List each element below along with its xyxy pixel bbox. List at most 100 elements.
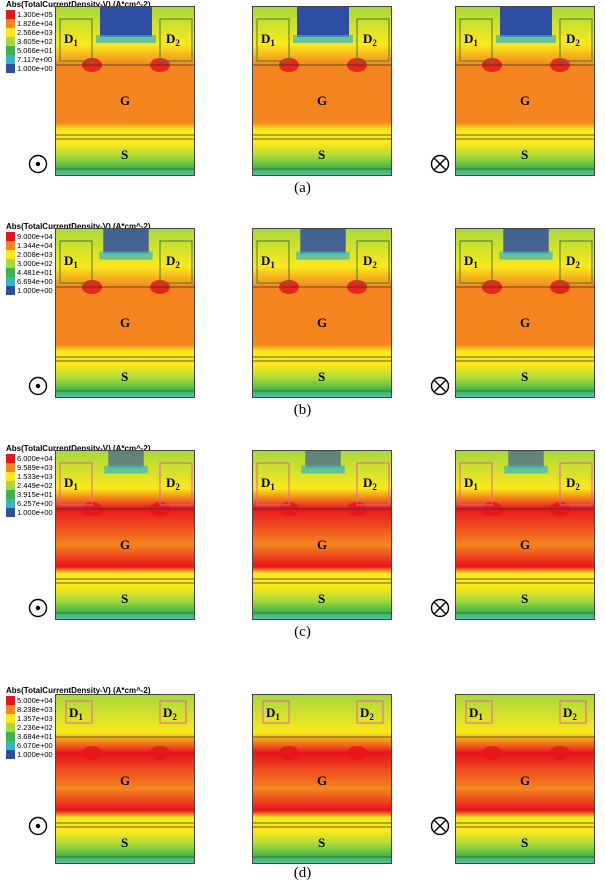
channel-region — [297, 7, 349, 37]
current-into-page-icon — [430, 816, 450, 836]
color-legend: 1.300e+05 1.826e+04 2.566e+03 3.605e+02 5.06… — [6, 10, 58, 73]
device-body — [456, 451, 594, 619]
channel-fringe — [104, 465, 148, 474]
drain-1-box — [65, 700, 93, 724]
legend-entry: 1.300e+05 — [6, 10, 58, 19]
drain-2-box — [159, 700, 187, 724]
legend-swatch — [6, 259, 15, 268]
legend-swatch — [6, 472, 15, 481]
drain-2-box — [559, 700, 587, 724]
legend-value: 4.481e+01 — [17, 268, 53, 277]
legend-swatch — [6, 714, 15, 723]
device-body — [253, 451, 391, 619]
legend-value: 1.000e+00 — [17, 64, 53, 73]
legend-swatch — [6, 241, 15, 250]
legend-entry: 3.000e+02 — [6, 259, 58, 268]
legend-entry: 1.000e+00 — [6, 750, 58, 759]
legend-swatch — [6, 55, 15, 64]
drain-1-box — [465, 700, 493, 724]
drain-1-box — [262, 700, 290, 724]
gate-label: G — [317, 315, 327, 330]
legend-value: 1.300e+05 — [17, 10, 53, 19]
legend-value: 1.000e+00 — [17, 508, 53, 517]
legend-entry: 7.117e+00 — [6, 55, 58, 64]
legend-entry: 6.694e+00 — [6, 277, 58, 286]
legend-entry: 9.000e+04 — [6, 232, 58, 241]
legend-value: 2.008e+03 — [17, 250, 53, 259]
drain-1-box — [459, 462, 493, 506]
hotspot-left — [482, 746, 502, 760]
current-density-map: D1 D2 G S — [252, 450, 392, 620]
source-label: S — [521, 147, 528, 162]
source-label: S — [521, 591, 528, 606]
channel-fringe — [496, 35, 556, 43]
legend-swatch — [6, 28, 15, 37]
panel-caption: (c) — [294, 624, 311, 640]
legend-value: 5.000e+04 — [17, 696, 53, 705]
legend-value: 6.000e+04 — [17, 454, 53, 463]
legend-swatch — [6, 741, 15, 750]
panel-caption: (b) — [293, 402, 312, 418]
legend-value: 8.238e+03 — [17, 705, 53, 714]
figure-panel-1: Abs(TotalCurrentDensity-V) (A*cm^-2) 1.30… — [0, 0, 605, 222]
drain-1-box — [256, 462, 290, 506]
hotspot-left — [279, 746, 299, 760]
hotspot-right — [150, 746, 170, 760]
legend-swatch — [6, 277, 15, 286]
source-label: S — [318, 591, 325, 606]
drain-2-box — [559, 240, 593, 284]
drain-2-box — [159, 18, 193, 62]
legend-entry: 3.915e+01 — [6, 490, 58, 499]
channel-region — [103, 229, 149, 254]
legend-swatch — [6, 46, 15, 55]
channel-fringe — [301, 465, 345, 474]
legend-swatch — [6, 732, 15, 741]
legend-swatch — [6, 454, 15, 463]
current-density-map: D1 D2 G S — [252, 228, 392, 398]
drain-1-box — [256, 240, 290, 284]
gate-label: G — [120, 315, 130, 330]
channel-fringe — [296, 251, 350, 260]
hotspot-right — [347, 746, 367, 760]
legend-value: 3.915e+01 — [17, 490, 53, 499]
legend-entry: 1.000e+00 — [6, 508, 58, 517]
hotspot-left — [82, 746, 102, 760]
hotspot-right — [550, 746, 570, 760]
drain-2-box — [356, 700, 384, 724]
channel-fringe — [293, 35, 353, 43]
current-density-map: D1 D2 G S — [455, 228, 595, 398]
legend-entry: 6.000e+04 — [6, 454, 58, 463]
legend-entry: 3.684e+01 — [6, 732, 58, 741]
legend-entry: 2.449e+02 — [6, 481, 58, 490]
legend-entry: 1.357e+03 — [6, 714, 58, 723]
source-label: S — [318, 369, 325, 384]
channel-fringe — [504, 465, 548, 474]
current-density-map: D1 D2 G S — [455, 6, 595, 176]
current-into-page-icon — [430, 598, 450, 618]
legend-entry: 1.533e+03 — [6, 472, 58, 481]
panel-caption: (d) — [293, 865, 312, 881]
legend-title: Abs(TotalCurrentDensity-V) (A*cm^-2) — [6, 444, 151, 453]
gate-label: G — [317, 537, 327, 552]
legend-swatch — [6, 463, 15, 472]
legend-swatch — [6, 232, 15, 241]
channel-region — [305, 451, 341, 468]
drain-2-box — [356, 462, 390, 506]
channel-fringe — [499, 251, 553, 260]
gate-label: G — [520, 93, 530, 108]
drain-2-box — [159, 240, 193, 284]
figure-panel-3: Abs(TotalCurrentDensity-V) (A*cm^-2) 6.00… — [0, 444, 605, 666]
current-into-page-icon — [430, 154, 450, 174]
channel-region — [508, 451, 544, 468]
legend-value: 1.000e+00 — [17, 750, 53, 759]
legend-entry: 9.589e+03 — [6, 463, 58, 472]
color-legend: 9.000e+04 1.344e+04 2.008e+03 3.000e+02 4.48… — [6, 232, 58, 295]
legend-value: 6.694e+00 — [17, 277, 53, 286]
drain-2-box — [159, 462, 193, 506]
channel-fringe — [96, 35, 156, 43]
legend-value: 2.236e+02 — [17, 723, 53, 732]
gate-label: G — [520, 315, 530, 330]
legend-entry: 1.000e+00 — [6, 286, 58, 295]
current-out-of-page-icon — [28, 816, 48, 836]
current-density-map: D1 D2 G S — [55, 6, 195, 176]
